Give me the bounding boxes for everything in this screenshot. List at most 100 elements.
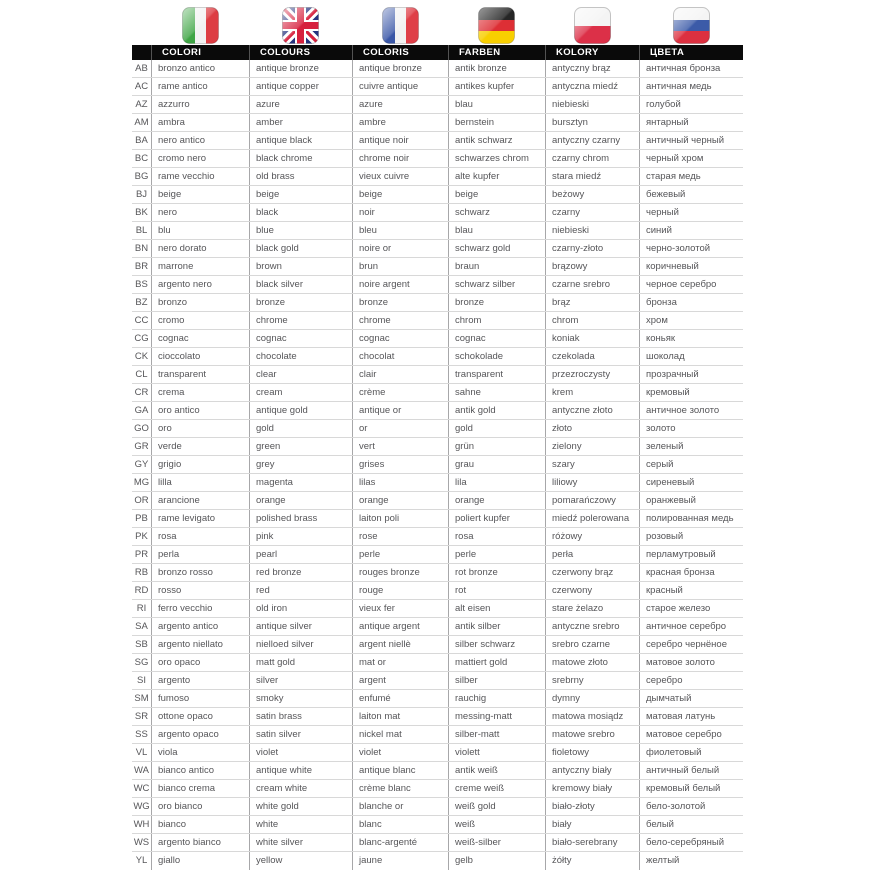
cell-fr: or [352, 420, 448, 437]
cell-de: antik bronze [448, 60, 545, 77]
cell-en: bronze [249, 294, 352, 311]
table-row: AC rame antico antique copper cuivre antiqu… [132, 78, 743, 96]
cell-de: alt eisen [448, 600, 545, 617]
cell-de: bronze [448, 294, 545, 311]
column-header: FARBEN [448, 45, 545, 60]
cell-fr: vieux fer [352, 600, 448, 617]
cell-fr: blanc-argenté [352, 834, 448, 851]
code-cell: BZ [135, 297, 148, 308]
cell-fr: ambre [352, 114, 448, 131]
cell-ru: синий [639, 222, 743, 239]
table-row: BK nero black noir schwarz czarny черный [132, 204, 743, 222]
flags-row-spacer [132, 5, 151, 45]
cell-it: viola [151, 744, 249, 761]
table-row: GO oro gold or gold złoto золото [132, 420, 743, 438]
cell-ru: полированная медь [639, 510, 743, 527]
code-cell: PR [134, 549, 149, 560]
cell-pl: fioletowy [545, 744, 639, 761]
cell-pl: niebieski [545, 222, 639, 239]
cell-pl: czerwony [545, 582, 639, 599]
table-row: BJ beige beige beige beige beżowy бежевый [132, 186, 743, 204]
table-row: SB argento niellato nielloed silver argent … [132, 636, 743, 654]
cell-it: argento [151, 672, 249, 689]
germany-flag-icon [448, 5, 545, 45]
cell-pl: antyczne złoto [545, 402, 639, 419]
cell-pl: czerwony brąz [545, 564, 639, 581]
cell-de: schwarzes chrom [448, 150, 545, 167]
cell-en: satin silver [249, 726, 352, 743]
cell-en: black [249, 204, 352, 221]
code-cell: BC [134, 153, 149, 164]
code-cell: WG [133, 801, 150, 812]
cell-it: transparent [151, 366, 249, 383]
code-cell: WA [134, 765, 149, 776]
cell-fr: antique blanc [352, 762, 448, 779]
cell-it: cognac [151, 330, 249, 347]
cell-fr: orange [352, 492, 448, 509]
table-row: BS argento nero black silver noire argent sc… [132, 276, 743, 294]
cell-en: black chrome [249, 150, 352, 167]
cell-ru: античный черный [639, 132, 743, 149]
cell-de: antik gold [448, 402, 545, 419]
cell-pl: czarny [545, 204, 639, 221]
cell-de: transparent [448, 366, 545, 383]
cell-fr: nickel mat [352, 726, 448, 743]
cell-en: magenta [249, 474, 352, 491]
cell-en: matt gold [249, 654, 352, 671]
cell-pl: srebrny [545, 672, 639, 689]
cell-pl: miedź polerowana [545, 510, 639, 527]
cell-de: rauchig [448, 690, 545, 707]
cell-de: blau [448, 222, 545, 239]
cell-it: bronzo antico [151, 60, 249, 77]
code-cell: WH [133, 819, 150, 830]
cell-ru: фиолетовый [639, 744, 743, 761]
cell-fr: enfumé [352, 690, 448, 707]
cell-en: white gold [249, 798, 352, 815]
cell-pl: przezroczysty [545, 366, 639, 383]
cell-fr: rouge [352, 582, 448, 599]
cell-ru: сиреневый [639, 474, 743, 491]
cell-en: beige [249, 186, 352, 203]
cell-de: sahne [448, 384, 545, 401]
cell-de: weiß [448, 816, 545, 833]
code-cell: BN [134, 243, 149, 254]
cell-fr: blanche or [352, 798, 448, 815]
cell-fr: noire or [352, 240, 448, 257]
table-row: PK rosa pink rose rosa różowy розовый [132, 528, 743, 546]
cell-de: mattiert gold [448, 654, 545, 671]
code-cell: BG [134, 171, 149, 182]
cell-ru: дымчатый [639, 690, 743, 707]
cell-ru: желтый [639, 852, 743, 870]
italy-flag-icon [151, 5, 249, 45]
cell-de: blau [448, 96, 545, 113]
cell-fr: noir [352, 204, 448, 221]
code-cell: BJ [135, 189, 148, 200]
cell-en: nielloed silver [249, 636, 352, 653]
code-cell: GO [134, 423, 149, 434]
cell-pl: czekolada [545, 348, 639, 365]
column-header: COLORIS [352, 45, 448, 60]
cell-ru: белый [639, 816, 743, 833]
cell-it: oro bianco [151, 798, 249, 815]
flags-row [132, 5, 743, 45]
table-row: BR marrone brown brun braun brązowy коричневый [132, 258, 743, 276]
table-row: WG oro bianco white gold blanche or weiß gol… [132, 798, 743, 816]
code-cell: WC [133, 783, 150, 794]
cell-de: weiß gold [448, 798, 545, 815]
cell-fr: noire argent [352, 276, 448, 293]
russia-flag-icon [639, 5, 743, 45]
cell-en: satin brass [249, 708, 352, 725]
code-cell: BR [134, 261, 149, 272]
cell-en: old iron [249, 600, 352, 617]
table-row: PR perla pearl perle perle perła перламутровый [132, 546, 743, 564]
cell-en: white silver [249, 834, 352, 851]
cell-fr: bronze [352, 294, 448, 311]
cell-ru: розовый [639, 528, 743, 545]
table-row: VL viola violet violet violett fioletowy фиоле… [132, 744, 743, 762]
cell-it: beige [151, 186, 249, 203]
cell-de: grün [448, 438, 545, 455]
table-row: BZ bronzo bronze bronze bronze brąz бронза [132, 294, 743, 312]
cell-ru: старая медь [639, 168, 743, 185]
table-row: GR verde green vert grün zielony зеленый [132, 438, 743, 456]
cell-fr: violet [352, 744, 448, 761]
